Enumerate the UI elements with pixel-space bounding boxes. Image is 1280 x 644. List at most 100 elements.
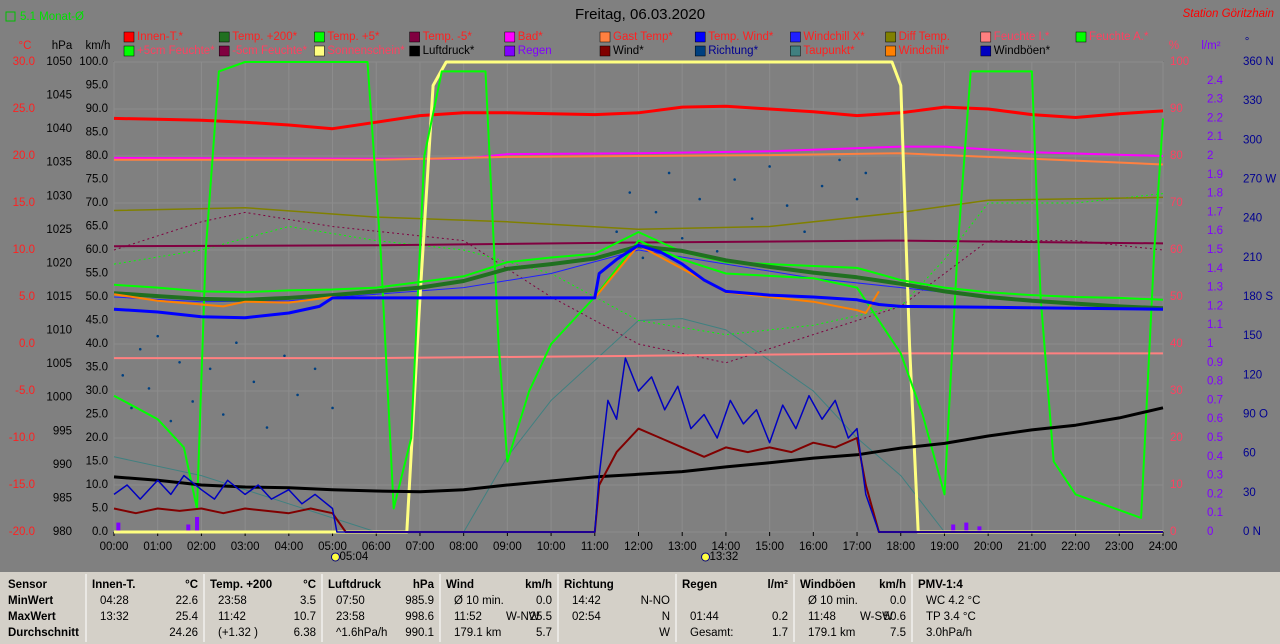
stats-time: 11:48 <box>808 611 836 623</box>
stats-time: (+1.32 ) <box>218 627 258 639</box>
x-tick-label: 12:00 <box>624 541 653 553</box>
stats-background <box>0 572 1280 644</box>
legend-label: Wind* <box>613 45 644 57</box>
y-tick-label: 1.1 <box>1207 319 1223 331</box>
x-tick-label: 18:00 <box>886 541 915 553</box>
legend-swatch <box>409 45 420 57</box>
stats-value: 1.7 <box>772 627 788 639</box>
y-tick-label: 70.0 <box>86 197 108 209</box>
stats-value: 990.1 <box>405 627 434 639</box>
y-tick-label: 1005 <box>46 358 72 370</box>
scatter-point <box>156 334 160 338</box>
legend-label: Feuchte I.* <box>994 31 1050 43</box>
legend-swatch <box>409 31 420 43</box>
x-tick-label: 22:00 <box>1061 541 1090 553</box>
stats-time: 179.1 km <box>808 627 855 639</box>
stats-time: TP 3.4 °C <box>926 611 976 623</box>
y-tick-label: 25.0 <box>86 409 108 421</box>
y-tick-label: 1050 <box>46 56 72 68</box>
y-tick-label: 1.2 <box>1207 300 1223 312</box>
stats-value: 0.0 <box>536 595 552 607</box>
scatter-point <box>169 419 173 423</box>
y-tick-label: 80.0 <box>86 150 108 162</box>
y-tick-label: 80 <box>1170 150 1183 162</box>
marker-label: 13:32 <box>710 551 739 563</box>
x-tick-label: 20:00 <box>974 541 1003 553</box>
scatter-point <box>803 230 806 234</box>
stats-unit: °C <box>185 579 198 591</box>
legend-swatch <box>218 31 230 43</box>
stats-time: Ø 10 min. <box>808 595 858 607</box>
stats-time: 14:42 <box>572 595 601 607</box>
y-tick-label: 1040 <box>46 123 72 135</box>
y-tick-label: 55.0 <box>86 268 108 280</box>
y-tick-label: 0.8 <box>1207 376 1223 388</box>
y-tick-label: 20 <box>1170 432 1183 444</box>
sun-icon <box>330 552 340 562</box>
stats-direction: W-SW <box>860 611 893 623</box>
y-tick-label: 1035 <box>46 157 72 169</box>
axis-title: % <box>1169 40 1179 52</box>
legend-swatch <box>1075 31 1087 43</box>
y-tick-label: 1.6 <box>1207 225 1223 237</box>
scatter-point <box>641 256 645 260</box>
stats-group-title: Temp. +200 <box>210 579 272 591</box>
y-tick-label: 2.1 <box>1207 131 1223 143</box>
y-tick-label: 50 <box>1170 291 1183 303</box>
y-tick-label: 1 <box>1207 338 1213 350</box>
sun-icon <box>701 552 711 562</box>
y-tick-label: -15.0 <box>9 479 35 491</box>
stats-value: 50.6 <box>884 611 906 623</box>
x-tick-label: 04:00 <box>274 541 303 553</box>
scatter-point <box>820 184 824 188</box>
scatter-point <box>130 406 133 410</box>
series-line <box>113 427 1163 533</box>
y-tick-label: 5.0 <box>19 291 35 303</box>
y-tick-label: 60 <box>1243 448 1256 460</box>
legend-swatch <box>980 31 992 43</box>
scatter-point <box>768 165 771 168</box>
axis-title: km/h <box>86 40 111 52</box>
rain-bar <box>977 526 982 532</box>
y-tick-label: -10.0 <box>9 432 35 444</box>
y-tick-label: 995 <box>53 425 72 437</box>
scatter-point <box>208 367 212 371</box>
y-tick-label: 1.5 <box>1207 244 1223 256</box>
stats-value: 998.6 <box>405 611 434 623</box>
y-tick-label: 2.4 <box>1207 75 1224 87</box>
y-tick-label: 60 <box>1170 244 1183 256</box>
y-tick-label: 90 O <box>1243 409 1268 421</box>
y-tick-label: 5.0 <box>92 503 108 515</box>
scatter-point <box>654 210 658 214</box>
legend-swatch <box>504 31 516 43</box>
stats-row-label: Sensor <box>8 579 48 591</box>
stats-unit: °C <box>303 579 316 591</box>
x-tick-label: 08:00 <box>449 541 478 553</box>
stats-unit: l/m² <box>768 579 789 591</box>
stats-value: 985.9 <box>405 595 434 607</box>
stats-group-title: PMV-1:4 <box>918 579 963 591</box>
y-tick-label: 60.0 <box>86 244 108 256</box>
scatter-point <box>178 360 181 364</box>
stats-row-label: MinWert <box>8 595 53 607</box>
y-tick-label: 100.0 <box>79 56 108 68</box>
scatter-point <box>680 236 684 240</box>
scatter-point <box>235 341 238 344</box>
y-tick-label: 0 <box>1170 526 1176 538</box>
y-tick-label: 360 N <box>1243 56 1274 68</box>
x-tick-label: 19:00 <box>930 541 959 553</box>
legend-swatch <box>314 45 325 57</box>
scatter-point <box>296 393 299 397</box>
axis-title: °C <box>19 40 32 52</box>
x-tick-label: 17:00 <box>843 541 872 553</box>
scatter-point <box>733 178 736 181</box>
x-tick-label: 14:00 <box>712 541 741 553</box>
y-tick-label: 40.0 <box>86 338 108 350</box>
scatter-point <box>750 217 754 220</box>
series-line <box>113 239 1164 248</box>
stats-time: Ø 10 min. <box>454 595 504 607</box>
y-tick-label: 150 <box>1243 330 1262 342</box>
legend-swatch <box>790 31 801 43</box>
marker-label: 05:04 <box>339 551 368 563</box>
